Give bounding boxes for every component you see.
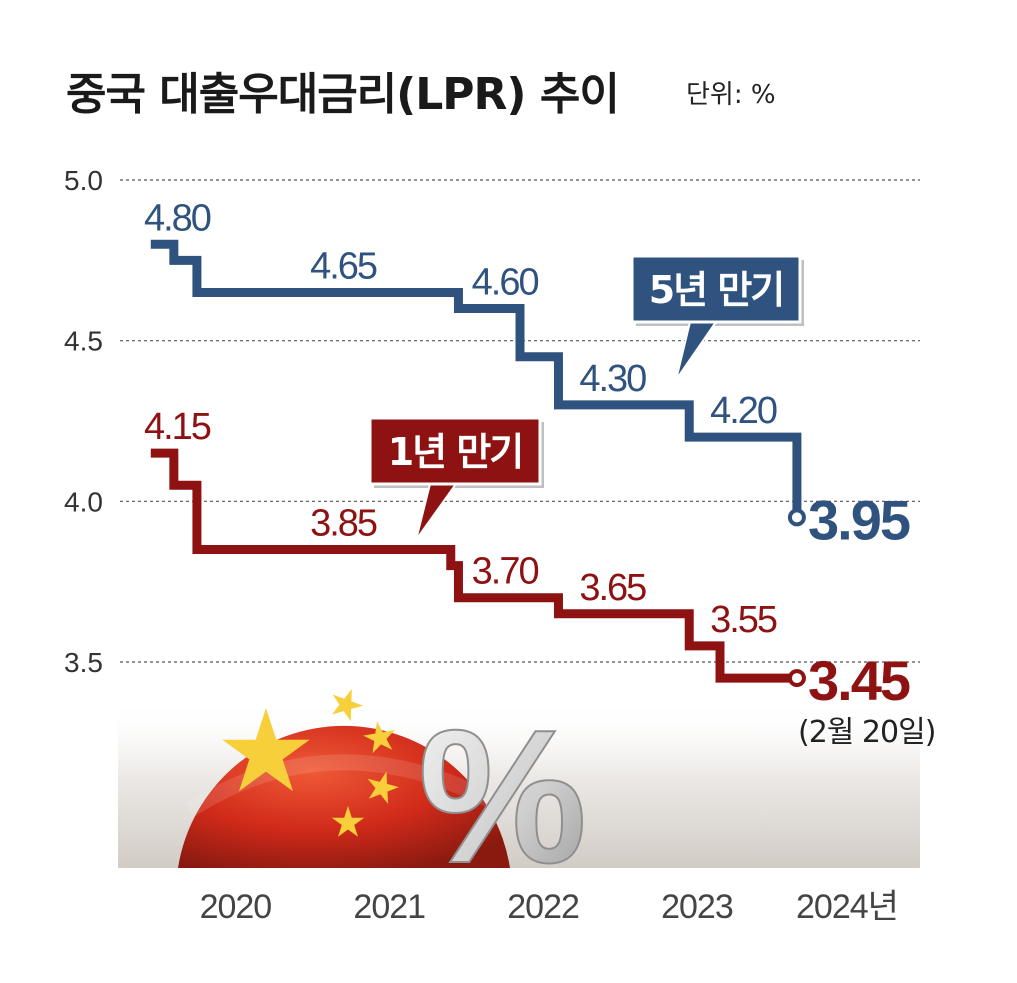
data-label: 4.20: [710, 390, 777, 432]
callout-5y-label: 5년 만기: [649, 268, 784, 312]
series-line-1y: [150, 448, 797, 683]
flag-big-star-icon: [222, 708, 310, 792]
series-callout: 5년 만기: [630, 254, 804, 381]
x-tick-label: 2022: [507, 888, 579, 926]
percent-decor-icon: %: [417, 690, 588, 904]
date-note: (2월 20일): [798, 715, 935, 750]
y-tick-label: 4.5: [64, 326, 103, 357]
data-label: 4.80: [144, 197, 211, 239]
data-label: 4.30: [579, 358, 646, 400]
x-tick-label: 2023: [661, 888, 733, 926]
final-value-label: 3.45: [808, 649, 910, 712]
callout-box: [630, 254, 802, 324]
data-label: 3.85: [310, 503, 377, 545]
data-label: 3.55: [710, 599, 777, 641]
callout-1y-label: 1년 만기: [388, 430, 523, 474]
x-tick-label: 2021: [353, 888, 425, 926]
y-tick-label: 4.0: [64, 486, 103, 517]
unit-label: 단위: %: [686, 80, 776, 110]
series-end-marker: [787, 508, 806, 527]
callout-box: [368, 416, 542, 486]
data-label: 4.65: [310, 245, 377, 287]
chart-title: 중국 대출우대금리(LPR) 추이: [66, 69, 620, 120]
data-label: 4.60: [472, 262, 539, 304]
data-label: 3.70: [472, 551, 539, 593]
flag-small-star-icon: [367, 771, 399, 804]
y-tick-label: 5.0: [64, 165, 103, 196]
flag-small-star-icon: [331, 806, 365, 837]
data-label: 3.65: [579, 567, 646, 609]
series-end-marker: [787, 669, 806, 688]
flag-small-star-icon: [363, 721, 395, 754]
flag-small-star-icon: [331, 689, 363, 722]
series-callout: 1년 만기: [368, 416, 544, 541]
callout-tail: [675, 321, 718, 381]
callout-tail: [415, 483, 458, 541]
x-tick-label: 2024년: [796, 888, 898, 926]
series-line-5y: [150, 239, 802, 518]
china-flag-sphere-icon: [178, 689, 510, 868]
data-label: 4.15: [144, 406, 211, 448]
final-value-label: 3.95: [808, 488, 910, 551]
y-tick-label: 3.5: [64, 647, 103, 678]
svg-text:%: %: [418, 691, 587, 903]
x-tick-label: 2020: [200, 888, 272, 926]
